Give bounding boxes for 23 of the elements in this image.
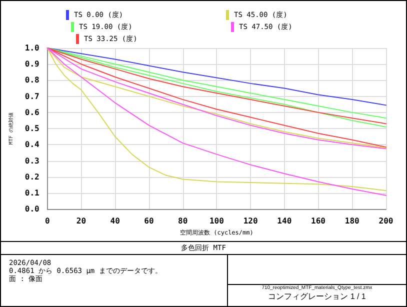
text: コンフィグレーション 1 / 1 [267, 291, 367, 302]
y-tick-label: 0.0 [24, 204, 40, 214]
y-tick-label: 0.3 [24, 156, 40, 166]
x-tick-label: 120 [243, 216, 258, 226]
x-tick-label: 40 [110, 216, 120, 226]
y-tick-label: 1.0 [24, 44, 40, 52]
x-tick-label: 140 [277, 216, 292, 226]
x-tick-label: 180 [344, 216, 360, 226]
x-tick-label: 20 [76, 216, 86, 226]
y-tick-label: 0.4 [24, 140, 40, 150]
x-tick-label: 80 [178, 216, 188, 226]
y-tick-label: 0.2 [24, 172, 40, 182]
y-tick-label: 0.7 [24, 92, 40, 101]
y-tick-label: 0.8 [24, 76, 40, 85]
y-tick-label: 0.1 [24, 188, 40, 198]
y-tick-label: 0.6 [24, 108, 40, 117]
x-tick-label: 200 [378, 216, 394, 226]
x-tick-label: 60 [144, 216, 154, 226]
x-tick-label: 0 [44, 216, 50, 226]
x-tick-label: 100 [209, 216, 224, 226]
x-tick-label: 160 [311, 216, 326, 226]
y-tick-label: 0.9 [24, 60, 40, 69]
y-tick-label: 0.5 [24, 124, 40, 134]
